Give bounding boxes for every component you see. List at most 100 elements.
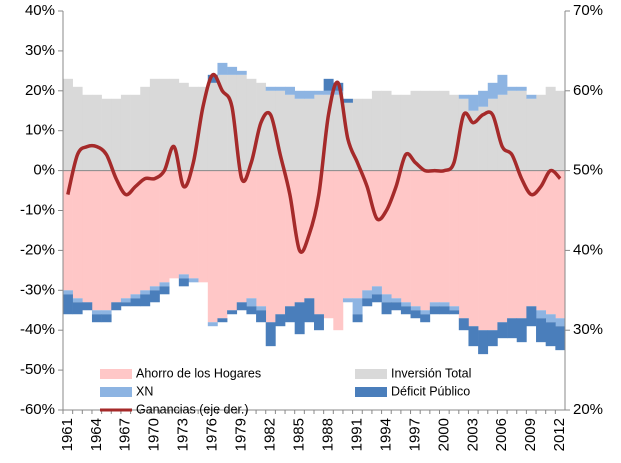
bar <box>63 170 73 291</box>
bar <box>275 86 286 91</box>
bar <box>381 302 392 315</box>
bar <box>507 318 518 339</box>
bar <box>178 278 189 287</box>
bar <box>487 170 498 331</box>
bar <box>352 314 363 323</box>
bar <box>256 170 267 307</box>
bar <box>130 170 141 295</box>
bar <box>227 310 238 315</box>
x-tick-label: 1976 <box>204 418 221 451</box>
bar <box>516 86 527 91</box>
bar <box>101 314 112 323</box>
bar <box>352 98 363 171</box>
bar <box>159 78 170 171</box>
bar <box>246 298 257 307</box>
bar <box>72 302 83 315</box>
bar <box>516 318 527 343</box>
bar <box>72 170 83 299</box>
legend-label: Inversión Total <box>391 366 471 380</box>
x-tick-label: 1964 <box>88 418 105 451</box>
bar <box>72 86 83 171</box>
bar <box>265 322 276 347</box>
x-tick-label: 1982 <box>262 418 279 451</box>
bar <box>333 94 344 171</box>
bar <box>314 94 324 171</box>
bar <box>314 90 324 95</box>
bar <box>507 90 518 171</box>
bar <box>439 306 450 315</box>
bar <box>198 170 209 283</box>
x-tick-label: 2009 <box>522 418 539 451</box>
bar <box>429 306 440 315</box>
bar <box>323 170 334 319</box>
x-tick-label: 1967 <box>117 418 134 451</box>
bar <box>449 170 460 307</box>
bar <box>91 170 102 311</box>
bar <box>391 170 402 299</box>
legend-label: Ganancias (eje der.) <box>136 402 249 416</box>
bar <box>371 294 382 303</box>
bar <box>236 74 247 171</box>
y-tick-label: -50% <box>20 361 55 378</box>
bar <box>362 290 373 299</box>
legend-label: XN <box>136 384 153 398</box>
y-tick-label: -30% <box>20 281 55 298</box>
bar <box>497 94 508 171</box>
bar <box>227 74 238 171</box>
y-tick-label: -40% <box>20 321 55 338</box>
bar <box>149 286 160 291</box>
bar <box>536 170 546 311</box>
bar <box>149 290 160 303</box>
bar <box>246 78 257 171</box>
y2-tick-label: 70% <box>573 2 603 19</box>
bar <box>458 170 469 319</box>
bar <box>72 298 83 303</box>
bar <box>120 298 131 303</box>
bar <box>410 90 421 171</box>
bar <box>497 170 508 323</box>
bar <box>323 78 334 91</box>
bar <box>400 170 411 303</box>
bar <box>120 170 131 299</box>
bar <box>371 90 382 171</box>
x-tick-label: 1991 <box>348 418 365 451</box>
bar <box>178 274 189 279</box>
bar <box>333 170 344 331</box>
bar <box>507 170 518 319</box>
bar <box>391 298 402 303</box>
bar <box>458 318 469 331</box>
bar <box>526 94 537 99</box>
bar <box>381 90 392 171</box>
bar <box>487 330 498 347</box>
legend-swatch <box>100 369 132 379</box>
bar <box>526 306 537 327</box>
bar <box>362 298 373 307</box>
bar <box>275 170 286 315</box>
x-tick-label: 2012 <box>551 418 568 451</box>
bar <box>294 302 305 335</box>
bar <box>91 310 102 315</box>
bar <box>478 90 489 107</box>
y-tick-label: -20% <box>20 241 55 258</box>
bar <box>487 82 498 99</box>
bar <box>304 298 315 323</box>
bar <box>507 86 518 91</box>
legend-swatch <box>100 387 132 397</box>
bar <box>304 90 315 99</box>
bar <box>410 306 421 311</box>
bar <box>555 170 566 319</box>
x-tick-label: 2006 <box>493 418 510 451</box>
bar <box>130 94 141 171</box>
bar <box>420 170 431 311</box>
bar <box>91 314 102 323</box>
bar <box>256 306 267 311</box>
bar <box>140 294 151 307</box>
bar <box>188 86 199 171</box>
bar <box>246 306 257 315</box>
legend-label: Ahorro de los Hogares <box>136 366 261 380</box>
bar <box>188 278 199 283</box>
bar <box>468 170 479 327</box>
bar <box>101 170 112 311</box>
bar <box>536 94 546 171</box>
bar <box>381 170 392 295</box>
